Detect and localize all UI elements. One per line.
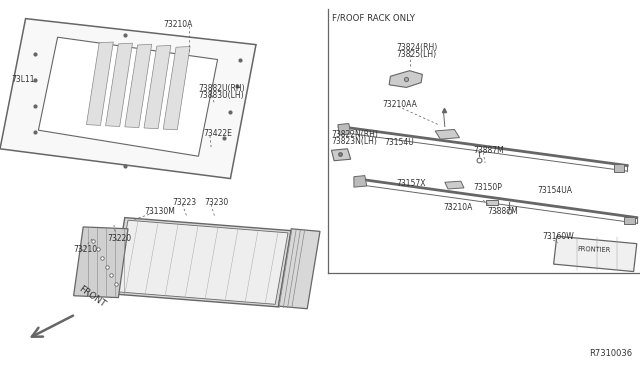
Text: 73154U: 73154U (384, 138, 413, 147)
Text: R7310036: R7310036 (589, 349, 632, 358)
Text: 73210A: 73210A (443, 203, 472, 212)
Polygon shape (624, 217, 635, 224)
Text: 73220: 73220 (108, 234, 132, 243)
Text: 73422E: 73422E (204, 129, 232, 138)
Polygon shape (38, 37, 218, 156)
Polygon shape (86, 42, 113, 125)
Text: 73823N(LH): 73823N(LH) (332, 137, 378, 146)
Text: 73210A: 73210A (163, 20, 193, 29)
Text: 73L11: 73L11 (12, 76, 35, 84)
Text: 73160W: 73160W (543, 232, 575, 241)
Polygon shape (614, 164, 624, 172)
Text: 73230: 73230 (205, 198, 229, 207)
Polygon shape (115, 220, 288, 304)
Polygon shape (445, 181, 464, 189)
Polygon shape (354, 176, 367, 187)
Polygon shape (486, 200, 498, 205)
Text: 73822N(RH): 73822N(RH) (332, 130, 378, 139)
Polygon shape (389, 71, 422, 87)
Text: 73210AA: 73210AA (383, 100, 417, 109)
Text: 73883U(LH): 73883U(LH) (198, 91, 244, 100)
Text: 73824(RH): 73824(RH) (397, 43, 438, 52)
Polygon shape (125, 44, 152, 128)
Text: 73154UA: 73154UA (538, 186, 573, 195)
Polygon shape (163, 46, 190, 130)
Polygon shape (106, 43, 132, 126)
Polygon shape (332, 149, 351, 161)
Polygon shape (338, 124, 351, 135)
Text: 73157X: 73157X (397, 179, 426, 187)
Polygon shape (554, 236, 637, 272)
Text: 73223: 73223 (173, 198, 197, 207)
Text: 73825(LH): 73825(LH) (397, 50, 437, 59)
Text: 73130M: 73130M (144, 207, 175, 216)
Polygon shape (112, 218, 291, 307)
Polygon shape (144, 45, 171, 129)
Polygon shape (278, 229, 320, 309)
Text: 73150P: 73150P (474, 183, 502, 192)
Polygon shape (74, 227, 128, 298)
Polygon shape (0, 19, 256, 179)
Text: 73887M: 73887M (474, 146, 504, 155)
Text: 73887M: 73887M (488, 207, 518, 216)
Text: 73882U(RH): 73882U(RH) (198, 84, 245, 93)
Text: F/ROOF RACK ONLY: F/ROOF RACK ONLY (332, 13, 415, 22)
Text: FRONTIER: FRONTIER (577, 246, 611, 254)
Text: 73210: 73210 (74, 245, 98, 254)
Text: FRONT: FRONT (77, 285, 107, 310)
Polygon shape (435, 129, 460, 139)
